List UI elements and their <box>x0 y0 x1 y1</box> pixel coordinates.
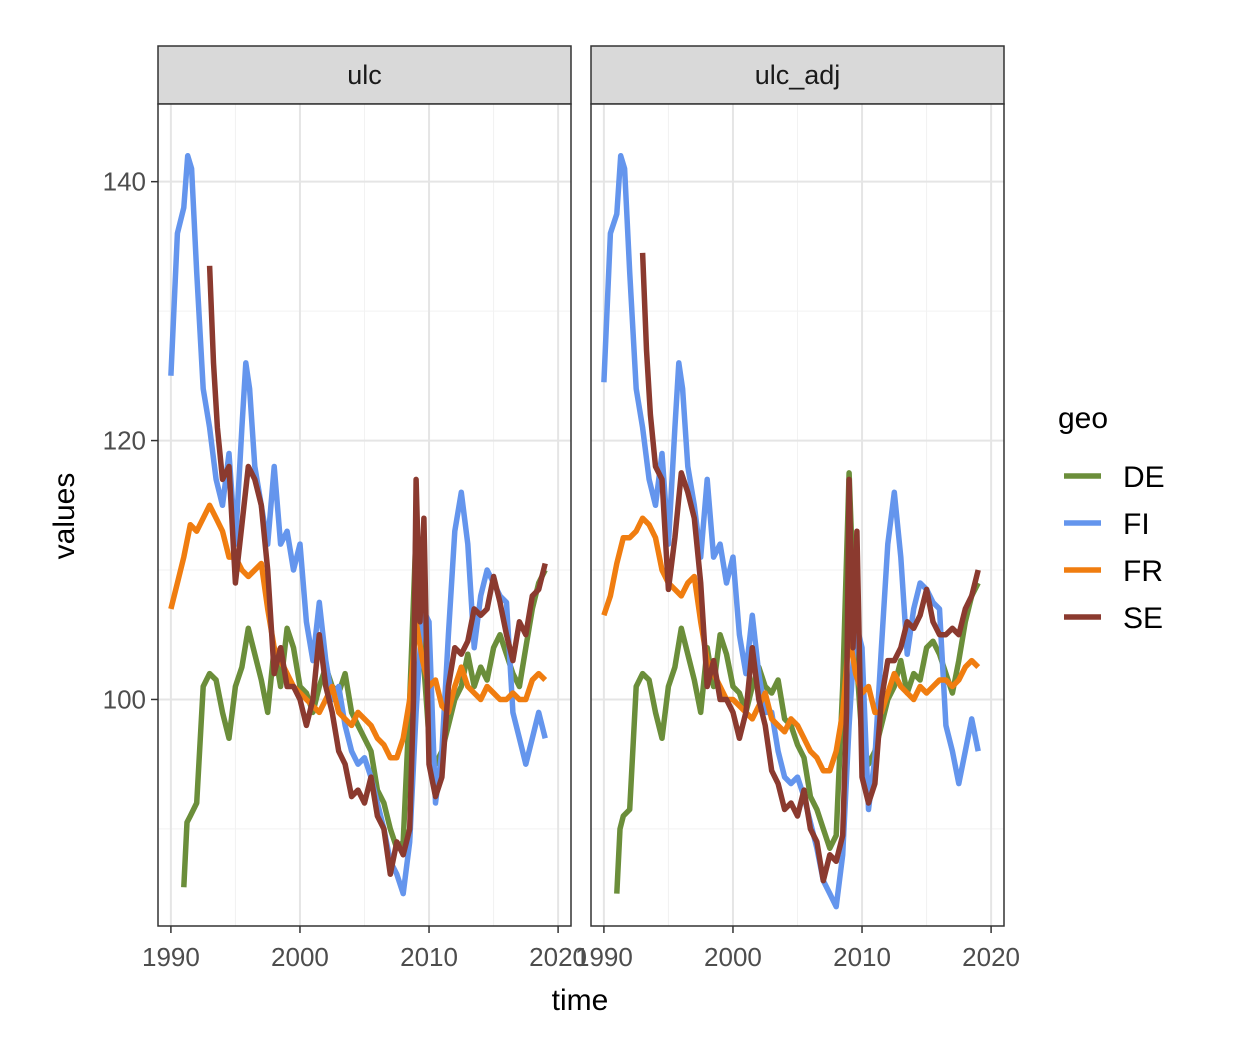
facet-strip <box>590 45 1005 105</box>
legend-label-FR: FR <box>1123 555 1163 588</box>
panel-ulc_adj: ulc_adj 1990 2000 2010 2020 <box>575 45 1020 972</box>
series-line-SE <box>206 265 548 877</box>
x-tick-label: 1990 <box>575 942 633 972</box>
facet-strip-label: ulc_adj <box>755 60 841 90</box>
legend-label-FI: FI <box>1123 508 1150 541</box>
y-axis-title: values <box>48 473 81 560</box>
x-tick-label: 2000 <box>704 942 762 972</box>
x-tick-label: 2010 <box>833 942 891 972</box>
legend-item-SE: SE <box>1064 602 1163 635</box>
panel-ulc: ulc 1990 2000 2010 2020 100 120 140 <box>103 45 587 972</box>
x-tick-label: 2020 <box>962 942 1020 972</box>
legend-item-FI: FI <box>1064 508 1150 541</box>
x-tick-label: 2010 <box>400 942 458 972</box>
x-axis-title: time <box>552 984 609 1017</box>
legend: geo DE FI FR SE <box>1058 402 1165 635</box>
facet-strip <box>157 45 572 105</box>
series-line-DE <box>614 470 981 894</box>
y-tick-label: 120 <box>103 426 146 456</box>
x-tick-label: 1990 <box>142 942 200 972</box>
legend-label-DE: DE <box>1123 461 1165 494</box>
facet-strip-label: ulc <box>347 60 382 90</box>
legend-title: geo <box>1058 402 1108 435</box>
series-line-SE <box>639 252 981 884</box>
x-tick-label: 2000 <box>271 942 329 972</box>
panel-border <box>590 103 1005 927</box>
legend-item-DE: DE <box>1064 461 1165 494</box>
series-line-FI <box>168 153 548 897</box>
legend-label-SE: SE <box>1123 602 1163 635</box>
series-line-DE <box>181 528 548 888</box>
panel-border <box>157 103 572 927</box>
y-tick-label: 140 <box>103 167 146 197</box>
legend-item-FR: FR <box>1064 555 1163 588</box>
series-line-FI <box>601 153 981 910</box>
y-tick-label: 100 <box>103 684 146 714</box>
x-tick-label: 2020 <box>529 942 587 972</box>
